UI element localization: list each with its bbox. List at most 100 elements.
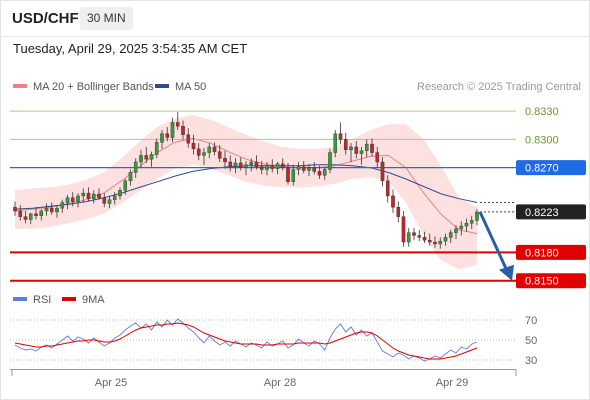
candle-body bbox=[60, 202, 65, 209]
level-labels: 0.8330 0.8300 0.8270 0.8223 0.8180 0.8150 bbox=[516, 106, 586, 289]
candle-body bbox=[375, 152, 380, 163]
candle-body bbox=[464, 223, 469, 227]
forecast-arrow-head bbox=[499, 264, 514, 281]
candle-body bbox=[13, 207, 17, 212]
ma9-legend-label: 9MA bbox=[82, 294, 105, 306]
rsi-tick-label: 30 bbox=[525, 355, 537, 367]
candle-body bbox=[422, 237, 427, 241]
candle-body bbox=[181, 126, 185, 135]
candle-body bbox=[328, 152, 332, 170]
candle-body bbox=[76, 195, 80, 202]
candle-body bbox=[44, 207, 49, 212]
candle-body bbox=[223, 158, 227, 163]
candle-body bbox=[23, 216, 28, 220]
candle-body bbox=[459, 225, 464, 230]
candle-body bbox=[286, 167, 290, 182]
candle-body bbox=[364, 143, 369, 151]
candle-body bbox=[454, 228, 458, 233]
candle-body bbox=[128, 172, 133, 182]
candle-body bbox=[343, 139, 348, 150]
timeframe-button[interactable]: 30 MIN bbox=[80, 7, 133, 30]
candle-body bbox=[280, 163, 285, 168]
rsi-legend-swatch bbox=[13, 297, 27, 301]
candle-body bbox=[443, 237, 448, 242]
candle-body bbox=[391, 195, 395, 208]
candle-body bbox=[86, 192, 91, 199]
candle-body bbox=[196, 148, 201, 156]
candle-body bbox=[39, 210, 44, 216]
candle-body bbox=[249, 161, 254, 166]
candle-body bbox=[406, 232, 411, 243]
candle-body bbox=[265, 165, 269, 170]
candle-body bbox=[401, 216, 406, 243]
candle-body bbox=[275, 163, 280, 169]
chart-timestamp: Tuesday, April 29, 2025 3:54:35 AM CET bbox=[13, 41, 248, 56]
candle-body bbox=[291, 169, 296, 182]
rsi-panel: 70 50 30 bbox=[10, 315, 537, 367]
candle-body bbox=[359, 150, 364, 154]
resistance-label: 0.8330 bbox=[525, 106, 559, 118]
candle-body bbox=[338, 133, 343, 140]
candle-body bbox=[160, 133, 164, 143]
bollinger-band bbox=[15, 114, 477, 270]
candle-body bbox=[207, 146, 212, 153]
candle-body bbox=[165, 133, 170, 138]
candle-body bbox=[301, 166, 306, 171]
ma20-legend-label: MA 20 + Bollinger Bands bbox=[33, 81, 154, 93]
candle-body bbox=[212, 146, 217, 152]
rsi-legend: RSI 9MA bbox=[13, 294, 105, 306]
candle-body bbox=[228, 161, 233, 167]
candle-body bbox=[202, 152, 206, 156]
candle-body bbox=[123, 180, 128, 191]
cur-label-box bbox=[516, 204, 586, 220]
candle-body bbox=[412, 232, 416, 236]
candle-body bbox=[133, 161, 138, 173]
support-label-box bbox=[516, 244, 586, 260]
rsi-ma9-line bbox=[14, 322, 478, 360]
candle-body bbox=[118, 190, 122, 197]
candle-body bbox=[65, 197, 70, 203]
candle-body bbox=[70, 197, 75, 202]
candle-body bbox=[175, 122, 180, 127]
time-tick-label: Apr 28 bbox=[264, 377, 296, 389]
price-panel bbox=[10, 110, 516, 282]
candle-body bbox=[244, 164, 248, 168]
candle-body bbox=[312, 167, 317, 172]
candle-body bbox=[107, 199, 112, 204]
candle-body bbox=[28, 213, 33, 220]
candle-body bbox=[380, 161, 385, 182]
resistance-label: 0.8300 bbox=[525, 134, 559, 146]
support-price-label: 0.8180 bbox=[525, 247, 559, 259]
main-legend: MA 20 + Bollinger Bands MA 50 Research ©… bbox=[13, 81, 581, 93]
candle-body bbox=[370, 143, 374, 153]
candle-body bbox=[18, 210, 23, 217]
rsi-tick-label: 70 bbox=[525, 315, 537, 327]
symbol-title: USD/CHF bbox=[12, 10, 79, 27]
candle-body bbox=[102, 197, 107, 204]
pivot-label-box bbox=[516, 160, 586, 176]
candle-body bbox=[34, 213, 38, 216]
time-tick-label: Apr 29 bbox=[436, 377, 468, 389]
chart-header: USD/CHF 30 MIN bbox=[0, 0, 590, 37]
cur-price-label: 0.8223 bbox=[525, 207, 559, 219]
candle-body bbox=[49, 207, 54, 213]
candle-body bbox=[333, 133, 338, 153]
time-tick-label: Apr 25 bbox=[95, 377, 127, 389]
candle-body bbox=[139, 155, 143, 163]
rsi-legend-label: RSI bbox=[33, 294, 51, 306]
research-credit: Research © 2025 Trading Central bbox=[417, 81, 581, 93]
support-label-box bbox=[516, 273, 586, 289]
rsi-tick-label: 50 bbox=[525, 335, 537, 347]
candle-body bbox=[270, 165, 275, 169]
candle-body bbox=[322, 169, 327, 176]
candle-body bbox=[296, 166, 301, 170]
candle-body bbox=[317, 171, 322, 176]
candle-body bbox=[97, 193, 101, 198]
candle-body bbox=[149, 154, 154, 160]
ma50-legend-label: MA 50 bbox=[175, 81, 206, 93]
candle-body bbox=[448, 232, 453, 238]
support-price-label: 0.8150 bbox=[525, 276, 559, 288]
ma50-legend-swatch bbox=[155, 84, 169, 88]
forecast-arrow-shaft bbox=[478, 211, 509, 272]
